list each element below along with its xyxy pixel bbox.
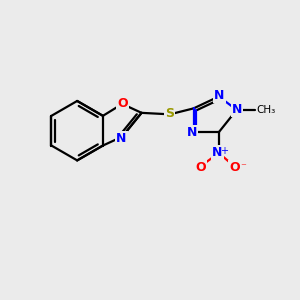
Text: N: N xyxy=(212,146,223,160)
Text: ⁻: ⁻ xyxy=(240,162,246,172)
Text: S: S xyxy=(165,107,174,120)
Text: O: O xyxy=(117,97,128,110)
Text: N: N xyxy=(116,132,127,145)
Text: N: N xyxy=(187,126,197,139)
Text: N: N xyxy=(214,88,225,101)
Text: O: O xyxy=(229,161,240,174)
Text: +: + xyxy=(220,146,228,156)
Text: N: N xyxy=(232,103,242,116)
Text: CH₃: CH₃ xyxy=(256,105,275,115)
Text: O: O xyxy=(195,161,206,174)
